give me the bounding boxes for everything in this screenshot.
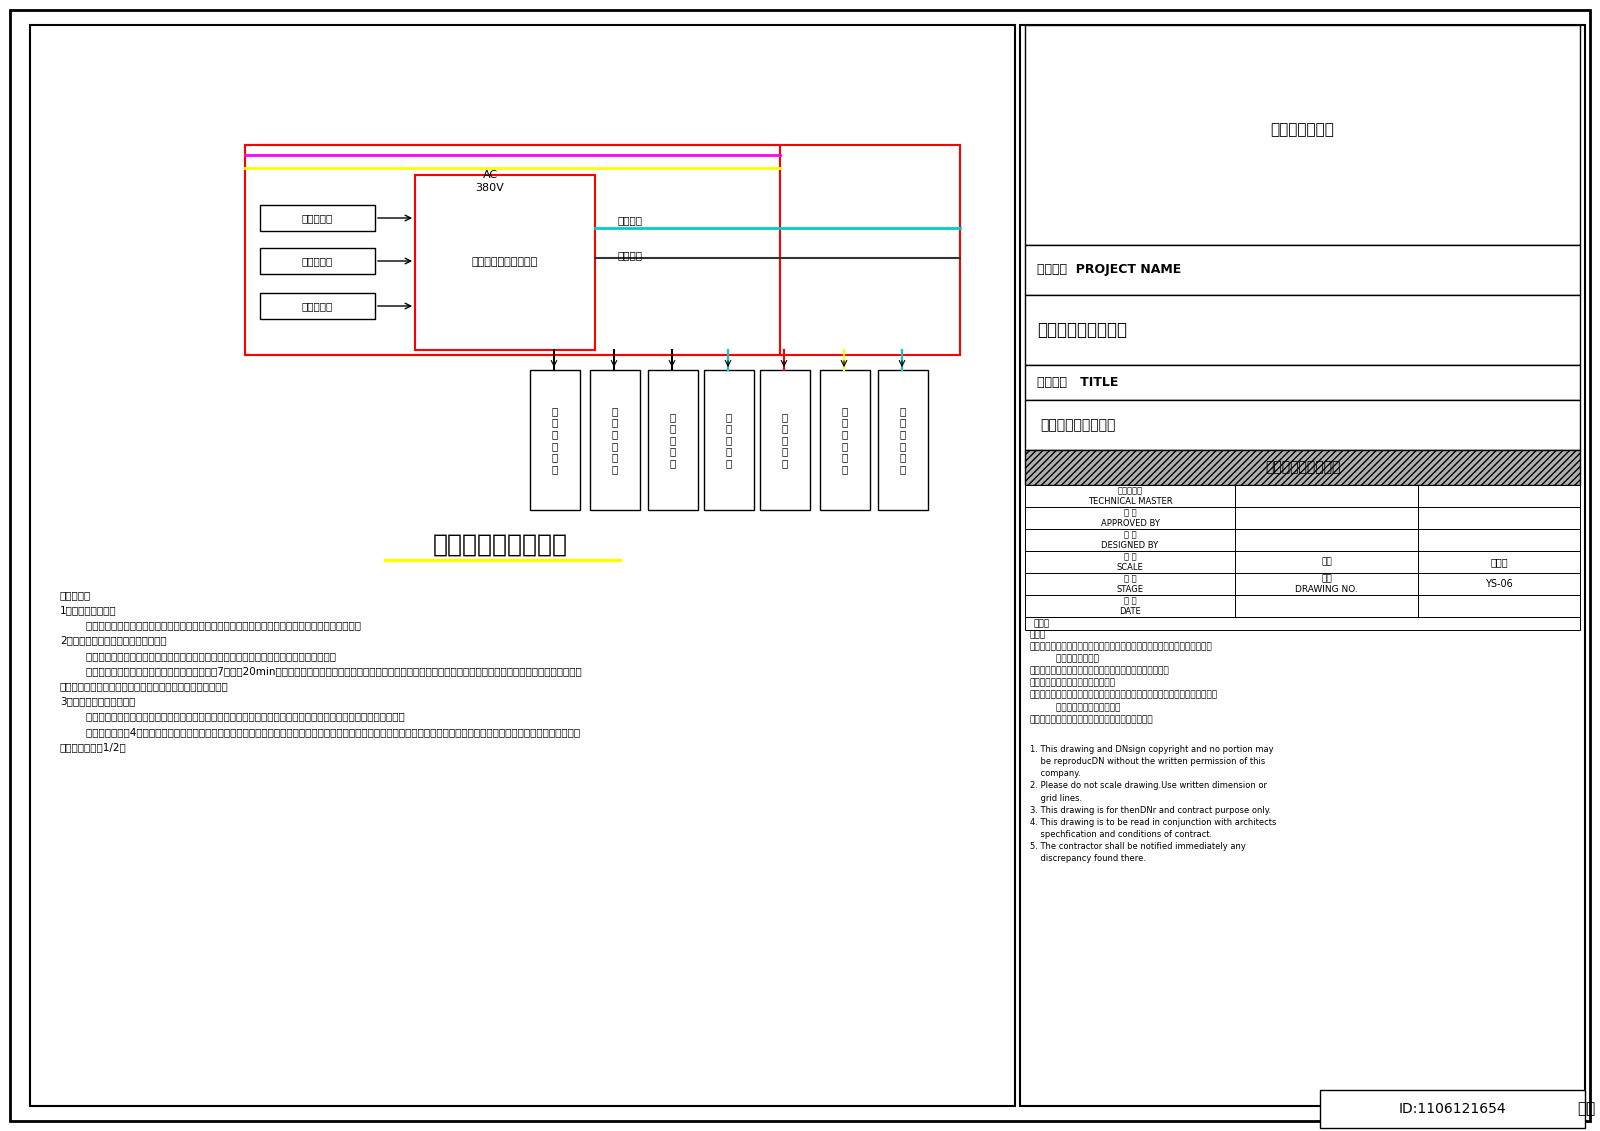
Text: 射
流
曝
气
装
置: 射 流 曝 气 装 置 <box>842 406 848 474</box>
Text: 图纸名称   TITLE: 图纸名称 TITLE <box>1037 375 1118 389</box>
Text: 清水池液位: 清水池液位 <box>301 301 333 311</box>
Text: 雨
水
提
升
泵: 雨 水 提 升 泵 <box>670 412 677 468</box>
Text: www.znzmo.com: www.znzmo.com <box>358 469 442 530</box>
Text: 设
备
间
排
污
泵: 设 备 间 排 污 泵 <box>552 406 558 474</box>
Text: www.znzmo.com: www.znzmo.com <box>109 349 192 411</box>
Text: www.znzmo.com: www.znzmo.com <box>1158 719 1242 780</box>
Bar <box>259 205 374 231</box>
Bar <box>1021 25 1586 1106</box>
Bar <box>30 25 1014 1106</box>
Text: YS-06: YS-06 <box>1485 579 1514 589</box>
Bar <box>259 248 374 274</box>
Text: 电控柜（雨水控制柜）: 电控柜（雨水控制柜） <box>472 257 538 267</box>
Text: 手动控制: 手动控制 <box>618 250 643 260</box>
Bar <box>245 145 781 355</box>
Bar <box>648 370 698 510</box>
Bar <box>1026 25 1581 245</box>
Text: 蓄
水
池
排
污
泵: 蓄 水 池 排 污 泵 <box>611 406 618 474</box>
Text: www.znzmo.com: www.znzmo.com <box>1109 169 1192 231</box>
Text: 紫
外
线
消
毒
器: 紫 外 线 消 毒 器 <box>899 406 906 474</box>
Bar <box>1026 595 1581 618</box>
Text: 注意：: 注意： <box>1034 620 1050 629</box>
Bar <box>530 370 579 510</box>
Bar <box>1026 618 1581 630</box>
Bar <box>590 370 640 510</box>
Text: 电气控制原理示意图: 电气控制原理示意图 <box>432 533 568 556</box>
Text: 雨水回收与利用项目: 雨水回收与利用项目 <box>1037 321 1126 339</box>
Text: AC: AC <box>483 170 498 180</box>
Text: www.znzmo.com: www.znzmo.com <box>208 149 291 211</box>
Bar <box>1026 529 1581 551</box>
Text: www.znzmo.com: www.znzmo.com <box>758 420 842 481</box>
Text: 专业: 专业 <box>1322 558 1331 567</box>
Bar <box>1026 400 1581 450</box>
Text: 补
水
电
磁
阀: 补 水 电 磁 阀 <box>782 412 789 468</box>
Bar <box>1026 485 1581 507</box>
Text: 回
用
供
水
泵: 回 用 供 水 泵 <box>726 412 733 468</box>
Text: 控制要求：
1、总体控制要求：
        所有设备（单独）具备手动和自动控制功能，故障声光报警并自动将备用设备（如果有）投入运行。
2、蓄水池液位及相关水: 控制要求： 1、总体控制要求： 所有设备（单独）具备手动和自动控制功能，故障声光… <box>61 590 582 752</box>
Text: 设备间液位: 设备间液位 <box>301 213 333 223</box>
Text: 知末: 知末 <box>1576 1102 1595 1116</box>
Text: 阶 段
STAGE: 阶 段 STAGE <box>1117 575 1144 594</box>
Bar <box>1026 450 1581 485</box>
Bar <box>760 370 810 510</box>
Text: 审 核
APPROVED BY: 审 核 APPROVED BY <box>1101 508 1160 528</box>
Bar <box>878 370 928 510</box>
Text: 日 期
DATE: 日 期 DATE <box>1118 596 1141 615</box>
Text: 项目名称  PROJECT NAME: 项目名称 PROJECT NAME <box>1037 264 1181 276</box>
Text: 1. This drawing and DNsign copyright and no portion may
    be reproducDN withou: 1. This drawing and DNsign copyright and… <box>1030 745 1277 863</box>
Bar <box>1026 551 1581 573</box>
Text: 比 例
SCALE: 比 例 SCALE <box>1117 552 1144 571</box>
Text: ID:1106121654: ID:1106121654 <box>1398 1102 1506 1116</box>
Text: www.znzmo.com: www.znzmo.com <box>1259 469 1341 530</box>
Bar <box>1026 365 1581 400</box>
Bar <box>1026 507 1581 529</box>
Bar <box>819 370 870 510</box>
Text: 380V: 380V <box>475 183 504 193</box>
Bar <box>414 175 595 349</box>
Text: 蓄水池液位: 蓄水池液位 <box>301 256 333 266</box>
Text: 专业负责人
TECHNICAL MASTER: 专业负责人 TECHNICAL MASTER <box>1088 486 1173 506</box>
Text: www.znzmo.com: www.znzmo.com <box>78 869 162 931</box>
Text: 给排水: 给排水 <box>1490 556 1507 567</box>
Text: 设 计
DESIGNED BY: 设 计 DESIGNED BY <box>1101 530 1158 550</box>
Text: 图号
DRAWING NO.: 图号 DRAWING NO. <box>1294 575 1358 594</box>
Text: www.znzmo.com: www.znzmo.com <box>478 100 562 161</box>
Bar <box>259 293 374 319</box>
Text: 雨水收集与利用系统: 雨水收集与利用系统 <box>1266 460 1341 474</box>
Bar <box>1026 245 1581 295</box>
Text: 技术出图专用章: 技术出图专用章 <box>1270 122 1334 138</box>
Text: www.znzmo.com: www.znzmo.com <box>158 670 242 731</box>
Bar <box>704 370 754 510</box>
Bar <box>1320 1090 1586 1128</box>
Text: 自动控制: 自动控制 <box>618 215 643 225</box>
Text: 注意：
（一）此设计图纸之版权归本公司所有，非得本公司书面批准，任何都份不得
         擅自抄写或复印。
（二）切勿依比例量度此图，一切尺寸均以数字所示: 注意： （一）此设计图纸之版权归本公司所有，非得本公司书面批准，任何都份不得 擅… <box>1030 630 1218 724</box>
Text: www.znzmo.com: www.znzmo.com <box>509 619 592 681</box>
Text: www.znzmo.com: www.znzmo.com <box>638 269 722 331</box>
Bar <box>1026 295 1581 365</box>
Text: 电气控制原理示意图: 电气控制原理示意图 <box>1040 418 1115 432</box>
Bar <box>1026 573 1581 595</box>
